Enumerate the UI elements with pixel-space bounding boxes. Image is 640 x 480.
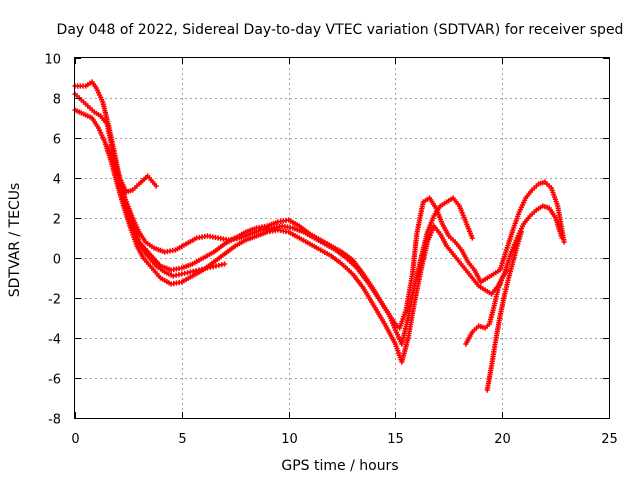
y-tick-label: 4 — [53, 173, 61, 188]
x-tick-label: 15 — [387, 432, 404, 447]
data-point — [559, 235, 565, 241]
plot-frame — [74, 57, 610, 419]
y-tick-label: -4 — [48, 333, 61, 348]
data-point — [469, 235, 475, 241]
x-tick-label: 25 — [601, 432, 618, 447]
x-tick-label: 5 — [178, 432, 186, 447]
data-layer — [72, 79, 567, 393]
data-point — [221, 261, 228, 267]
data-point — [153, 183, 159, 189]
y-tick-label: 0 — [53, 253, 61, 268]
tick-layer — [75, 58, 610, 419]
y-tick-label: 6 — [53, 133, 61, 148]
x-axis-title: GPS time / hours — [281, 458, 398, 474]
y-tick-label: 10 — [44, 53, 61, 68]
y-tick-label: 2 — [53, 213, 61, 228]
series-track-4 — [72, 91, 159, 195]
chart-title: Day 048 of 2022, Sidereal Day-to-day VTE… — [57, 22, 624, 38]
y-axis-title: SDTVAR / TECUs — [7, 183, 23, 298]
y-tick-label: -2 — [48, 293, 61, 308]
series-track-2 — [72, 107, 565, 365]
y-tick-label: 8 — [53, 93, 61, 108]
y-tick-label: -6 — [48, 373, 61, 388]
series-track-5 — [119, 191, 228, 279]
series-track-6 — [463, 267, 510, 347]
grid-layer — [75, 58, 609, 418]
series-track-7 — [484, 229, 525, 393]
y-tick-label: -8 — [48, 413, 61, 428]
tick-label-layer: 0 5 10 15 20 25 -8 -6 -4 -2 0 2 4 6 8 10 — [44, 53, 617, 448]
data-point — [518, 229, 525, 235]
x-tick-label: 0 — [71, 432, 79, 447]
x-tick-label: 10 — [281, 432, 298, 447]
x-tick-label: 20 — [494, 432, 511, 447]
data-point — [561, 239, 567, 245]
data-point — [503, 267, 510, 273]
